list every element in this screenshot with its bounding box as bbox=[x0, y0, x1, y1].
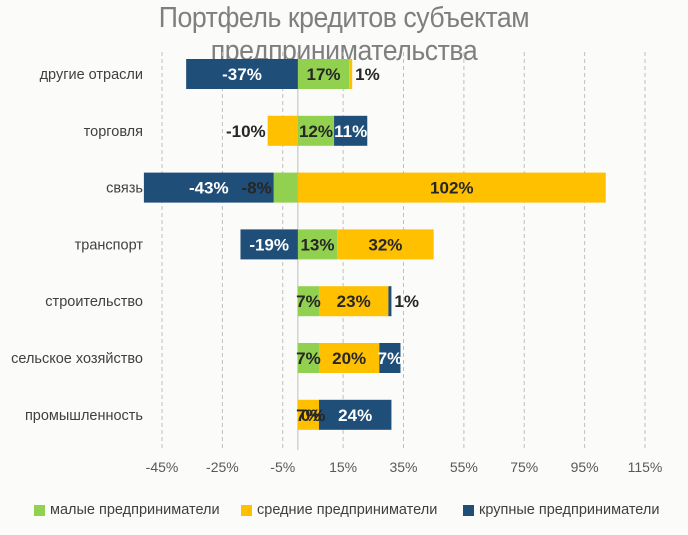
legend-swatch bbox=[34, 504, 45, 516]
x-axis-ticks: -45% -25% -5% 15% 35% 55% 75% 95% 115% bbox=[146, 459, 663, 475]
data-label: 20% bbox=[332, 349, 366, 368]
x-tick-label: 15% bbox=[329, 459, 357, 475]
x-tick-label: -25% bbox=[206, 459, 239, 475]
x-tick-label: -5% bbox=[270, 459, 295, 475]
bar-segment bbox=[273, 172, 298, 203]
data-label: 7% bbox=[296, 406, 321, 425]
bar-segment bbox=[297, 286, 319, 317]
bar-segment bbox=[267, 115, 298, 146]
x-tick-label: 35% bbox=[389, 459, 417, 475]
bar-segment bbox=[334, 115, 368, 146]
legend-label: крупные предприниматели bbox=[479, 502, 660, 518]
data-label: 1% bbox=[355, 65, 380, 84]
category-label: промышленность bbox=[25, 408, 143, 424]
bar-segment bbox=[143, 172, 274, 203]
bar-segment bbox=[297, 343, 319, 373]
data-label: 7% bbox=[296, 349, 321, 368]
x-tick-label: 75% bbox=[510, 459, 538, 475]
data-label: 7% bbox=[296, 292, 321, 311]
category-label: транспорт bbox=[75, 237, 144, 253]
data-label: -37% bbox=[222, 65, 262, 84]
x-tick-label: 115% bbox=[628, 459, 663, 475]
bar-segment bbox=[349, 59, 353, 89]
legend-item: малые предприниматели bbox=[34, 502, 220, 518]
data-label: -10% bbox=[226, 122, 266, 141]
bar-segment bbox=[297, 59, 350, 89]
data-label: 11% bbox=[334, 122, 367, 141]
data-label: 1% bbox=[394, 292, 419, 311]
legend-swatch bbox=[241, 504, 252, 516]
category-label: другие отрасли bbox=[40, 67, 143, 83]
x-tick-label: -45% bbox=[146, 459, 179, 475]
data-label: 0% bbox=[301, 406, 326, 425]
chart-title: Портфель кредитов субъектам предпринимат… bbox=[158, 2, 530, 67]
category-label: строительство bbox=[45, 294, 143, 310]
category-label: сельское хозяйство bbox=[11, 351, 143, 367]
bar-segment bbox=[297, 115, 335, 146]
bar-segment bbox=[379, 343, 401, 373]
data-label: 24% bbox=[338, 406, 372, 425]
x-tick-label: 55% bbox=[450, 459, 478, 475]
data-label: 102% bbox=[430, 179, 473, 198]
legend-label: малые предприниматели bbox=[50, 502, 220, 518]
category-labels: другие отрасли торговля связь транспорт стро… bbox=[11, 67, 143, 424]
bar-segment bbox=[297, 172, 606, 203]
bar-segment bbox=[240, 229, 298, 260]
bar-segment bbox=[318, 399, 392, 430]
bar-segment bbox=[186, 59, 298, 89]
data-label: 32% bbox=[368, 235, 402, 254]
legend-swatch bbox=[463, 504, 474, 516]
bar-segment bbox=[318, 343, 380, 373]
bar-segment bbox=[318, 286, 389, 317]
bar-segment bbox=[297, 229, 338, 260]
data-label: 12% bbox=[299, 122, 333, 141]
data-label: -8% bbox=[241, 179, 271, 198]
data-label: 13% bbox=[300, 235, 334, 254]
bar-segment bbox=[297, 399, 319, 430]
data-label: 7% bbox=[378, 349, 403, 368]
x-tick-label: 95% bbox=[571, 459, 599, 475]
label-layer: 17% 1% -37% 12% -10% 11% -8% 102% -43% 13% 32% -19%… bbox=[189, 65, 474, 425]
chart-plot: 17% 1% -37% 12% -10% 11% -8% 102% -43% 13% 32% -19%… bbox=[11, 52, 663, 475]
category-label: торговля bbox=[84, 124, 143, 140]
data-label: 23% bbox=[337, 292, 371, 311]
bar-segment bbox=[337, 229, 434, 260]
legend-item: средние предприниматели bbox=[241, 502, 437, 518]
bar-segment bbox=[388, 286, 392, 317]
legend-label: средние предприниматели bbox=[257, 502, 438, 518]
category-label: связь bbox=[106, 181, 143, 197]
legend: малые предприниматели средние предпринима… bbox=[0, 502, 688, 526]
legend-item: крупные предприниматели bbox=[463, 502, 659, 518]
data-label: -43% bbox=[189, 179, 229, 198]
bar-layer bbox=[143, 59, 606, 430]
data-label: 17% bbox=[306, 65, 340, 84]
data-label: -19% bbox=[249, 235, 289, 254]
